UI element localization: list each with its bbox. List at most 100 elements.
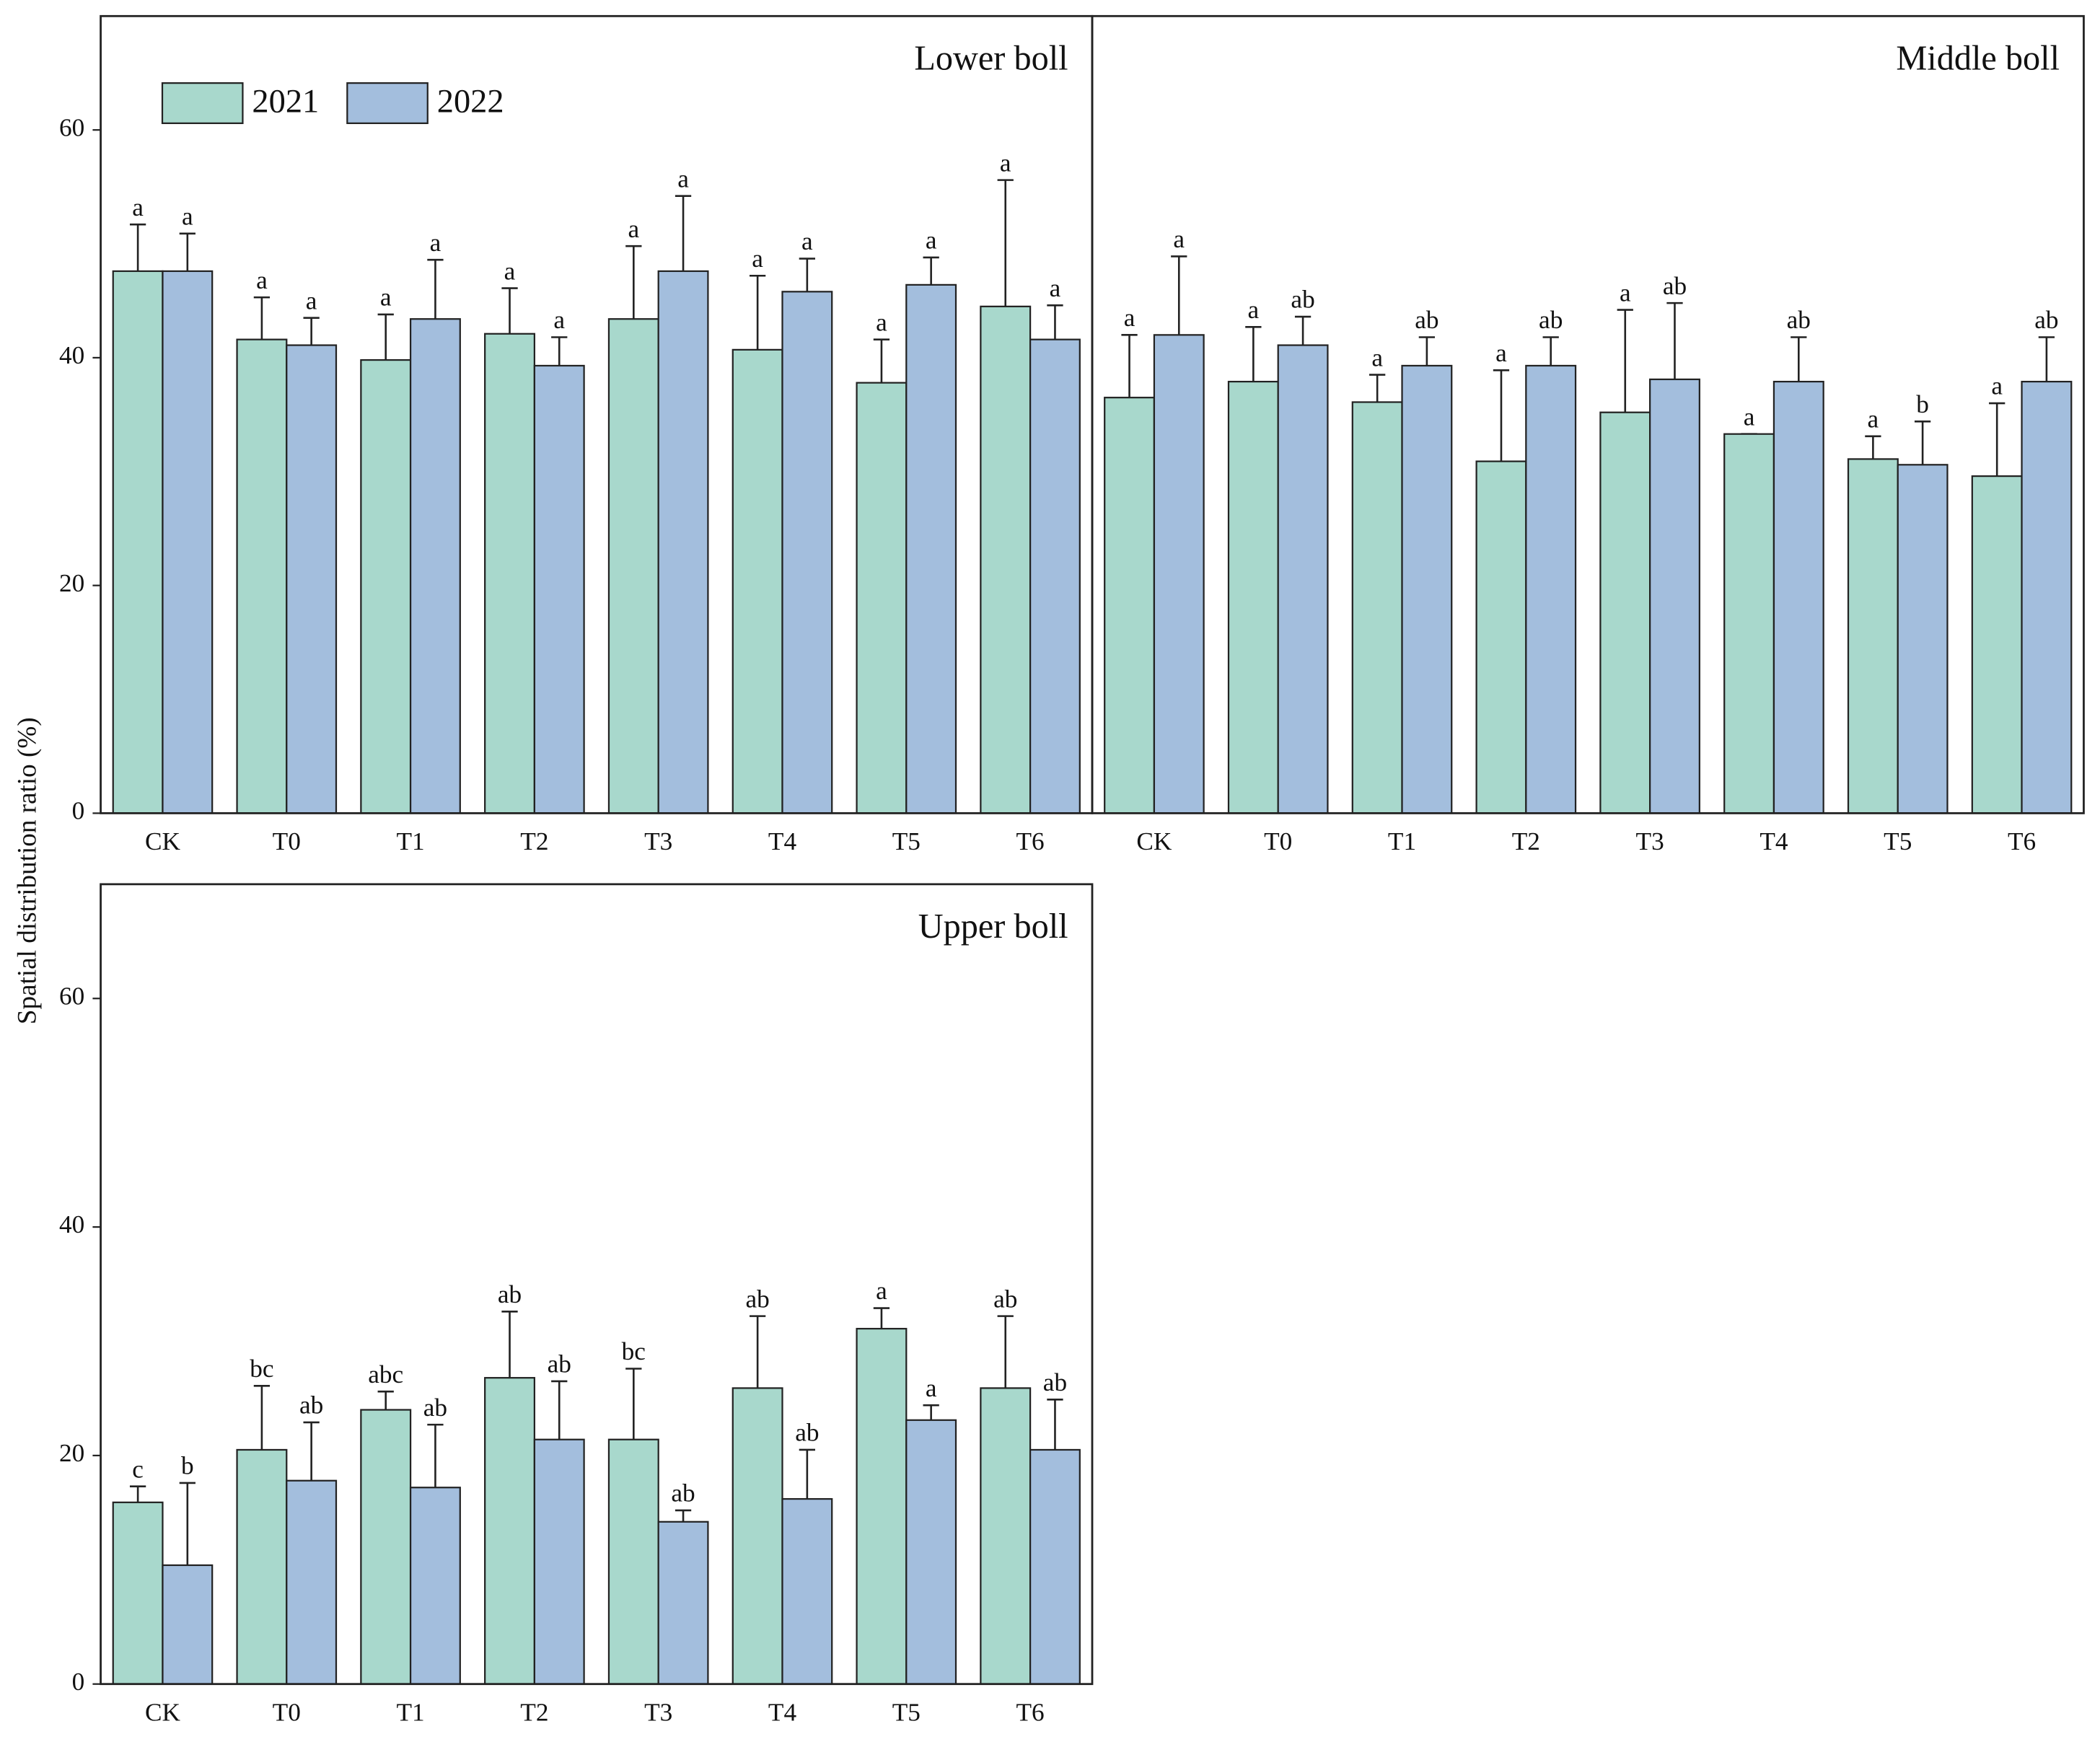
significance-letter: a [801, 227, 813, 255]
bar [1351, 401, 1403, 814]
significance-letter: a [1868, 405, 1879, 434]
bar [484, 333, 535, 814]
bar [2021, 380, 2073, 814]
significance-letter: ab [299, 1391, 323, 1420]
bar [286, 1479, 338, 1685]
bar [732, 1387, 783, 1685]
significance-letter: a [306, 286, 317, 314]
panel-title: Middle boll [1896, 40, 2060, 78]
significance-letter: ab [2034, 306, 2058, 334]
significance-letter: a [182, 202, 193, 230]
significance-letter: a [132, 193, 144, 221]
bar [1475, 460, 1527, 814]
significance-letter: a [926, 1374, 937, 1402]
x-tick-label: T4 [1759, 827, 1788, 855]
bar [1649, 378, 1700, 814]
x-tick-label: T2 [1512, 827, 1540, 855]
significance-letter: abc [368, 1360, 403, 1389]
significance-letter: a [628, 215, 639, 243]
significance-letter: bc [250, 1355, 273, 1383]
significance-letter: ab [795, 1419, 819, 1447]
significance-letter: a [926, 226, 937, 255]
bar [1897, 464, 1949, 814]
y-tick-label: 40 [59, 341, 84, 369]
significance-letter: a [1124, 304, 1135, 332]
significance-letter: ab [1291, 286, 1314, 314]
significance-letter: a [1000, 149, 1011, 177]
significance-letter: ab [671, 1479, 695, 1508]
bar [1104, 397, 1156, 814]
bar [360, 358, 412, 814]
significance-letter: ab [498, 1280, 522, 1308]
significance-letter: a [677, 164, 689, 193]
panel-title: Upper boll [918, 907, 1068, 946]
bar [409, 318, 461, 814]
bar [1277, 344, 1329, 814]
bar [162, 1564, 214, 1685]
x-tick-label: T1 [396, 1699, 424, 1727]
significance-letter: a [876, 1277, 887, 1305]
legend-label: 2021 [252, 84, 319, 120]
x-tick-label: T2 [520, 827, 548, 855]
bar [781, 291, 833, 814]
bar [286, 344, 338, 814]
x-tick-label: CK [145, 827, 181, 855]
panel-title: Lower boll [914, 40, 1068, 78]
x-tick-label: T4 [768, 827, 797, 855]
legend-label: 2022 [437, 84, 504, 120]
significance-letter: a [1050, 274, 1061, 302]
bar [980, 305, 1032, 814]
bar [484, 1377, 535, 1685]
significance-letter: ab [993, 1285, 1017, 1313]
y-tick-label: 40 [59, 1210, 84, 1238]
x-tick-label: CK [1136, 827, 1172, 855]
bar [360, 1409, 412, 1685]
bar [112, 1501, 164, 1685]
bar [657, 270, 709, 814]
x-tick-label: CK [145, 1699, 181, 1727]
bar [1723, 433, 1775, 814]
bar [1525, 364, 1577, 814]
legend-swatch [346, 82, 429, 124]
bar [112, 270, 164, 814]
significance-letter: ab [1415, 306, 1438, 334]
bar [1401, 364, 1453, 814]
significance-letter: ab [745, 1285, 769, 1313]
bar [409, 1487, 461, 1685]
bar [905, 283, 957, 814]
significance-letter: a [380, 283, 392, 312]
x-tick-label: T0 [273, 1699, 301, 1727]
x-tick-label: T1 [1388, 827, 1416, 855]
significance-letter: c [132, 1455, 144, 1483]
significance-letter: a [256, 266, 268, 294]
y-tick-label: 60 [59, 113, 84, 141]
significance-letter: b [181, 1452, 194, 1480]
bar [781, 1497, 833, 1685]
bar [856, 382, 908, 814]
bar [1599, 411, 1651, 814]
significance-letter: a [1248, 296, 1260, 324]
bar [1029, 338, 1081, 814]
y-axis-label: Spatial distribution ratio (%) [13, 717, 43, 1024]
bar [905, 1419, 957, 1685]
significance-letter: ab [1043, 1368, 1067, 1396]
y-tick-label: 0 [72, 1668, 85, 1696]
significance-letter: a [430, 229, 441, 257]
x-tick-label: T3 [644, 827, 672, 855]
bar [1227, 380, 1279, 814]
x-tick-label: T6 [1016, 1699, 1045, 1727]
bar [236, 1448, 288, 1685]
x-tick-label: T0 [273, 827, 301, 855]
significance-letter: a [1744, 402, 1755, 431]
y-tick-label: 60 [59, 982, 84, 1010]
y-tick-label: 20 [59, 1439, 84, 1467]
x-tick-label: T5 [892, 1699, 921, 1727]
significance-letter: ab [1663, 272, 1687, 300]
significance-letter: b [1916, 390, 1929, 418]
significance-letter: ab [548, 1350, 571, 1378]
legend-swatch [161, 82, 244, 124]
significance-letter: a [1620, 278, 1631, 307]
bar [162, 270, 214, 814]
bar [657, 1521, 709, 1685]
